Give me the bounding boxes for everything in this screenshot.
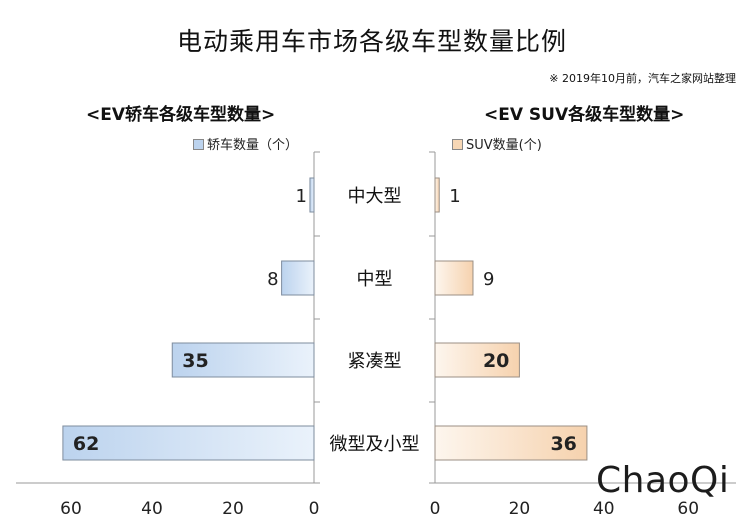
source-note: ※ 2019年10月前，汽车之家网站整理 xyxy=(549,72,736,85)
sedan-value-label: 1 xyxy=(295,186,306,207)
sedan-value-label: 62 xyxy=(73,433,99,455)
right-legend: SUV数量(个) xyxy=(452,134,542,153)
suv-value-label: 36 xyxy=(550,433,576,455)
sedan-bar xyxy=(62,425,315,461)
sedan-bar xyxy=(171,342,315,378)
right-x-tick-label: 60 xyxy=(677,499,699,519)
sedan-value-label: 8 xyxy=(267,269,278,290)
suv-value-label: 20 xyxy=(483,350,509,372)
right-legend-swatch xyxy=(452,139,463,150)
left-x-tick-label: 20 xyxy=(222,499,244,519)
suv-value-label: 1 xyxy=(449,186,460,207)
left-x-tick-label: 60 xyxy=(60,499,82,519)
category-label: 微型及小型 xyxy=(330,434,420,455)
chart-title: 电动乘用车市场各级车型数量比例 xyxy=(176,27,567,56)
suv-value-label: 9 xyxy=(483,269,494,290)
suv-bar xyxy=(434,260,474,296)
left-x-tick-label: 40 xyxy=(141,499,163,519)
sedan-value-label: 35 xyxy=(182,350,208,372)
watermark: ChaoQi xyxy=(596,460,730,501)
right-x-tick-label: 0 xyxy=(430,499,441,519)
left-chart-title: <EV轿车各级车型数量> xyxy=(86,105,276,125)
right-x-tick-label: 20 xyxy=(509,499,531,519)
left-legend: 轿车数量（个） xyxy=(193,134,298,153)
suv-bar xyxy=(434,425,588,461)
suv-bar xyxy=(434,342,520,378)
category-label: 中大型 xyxy=(348,186,402,207)
left-legend-label: 轿车数量（个） xyxy=(207,138,299,153)
left-x-tick-label: 0 xyxy=(309,499,320,519)
right-x-tick-label: 40 xyxy=(593,499,615,519)
right-chart-title: <EV SUV各级车型数量> xyxy=(484,105,685,125)
category-label: 紧凑型 xyxy=(348,351,402,372)
sedan-bar xyxy=(281,260,315,296)
right-legend-label: SUV数量(个) xyxy=(466,138,542,153)
category-label: 中型 xyxy=(357,269,393,290)
left-legend-swatch xyxy=(193,139,204,150)
suv-bar xyxy=(434,177,440,213)
sedan-bar xyxy=(309,177,315,213)
